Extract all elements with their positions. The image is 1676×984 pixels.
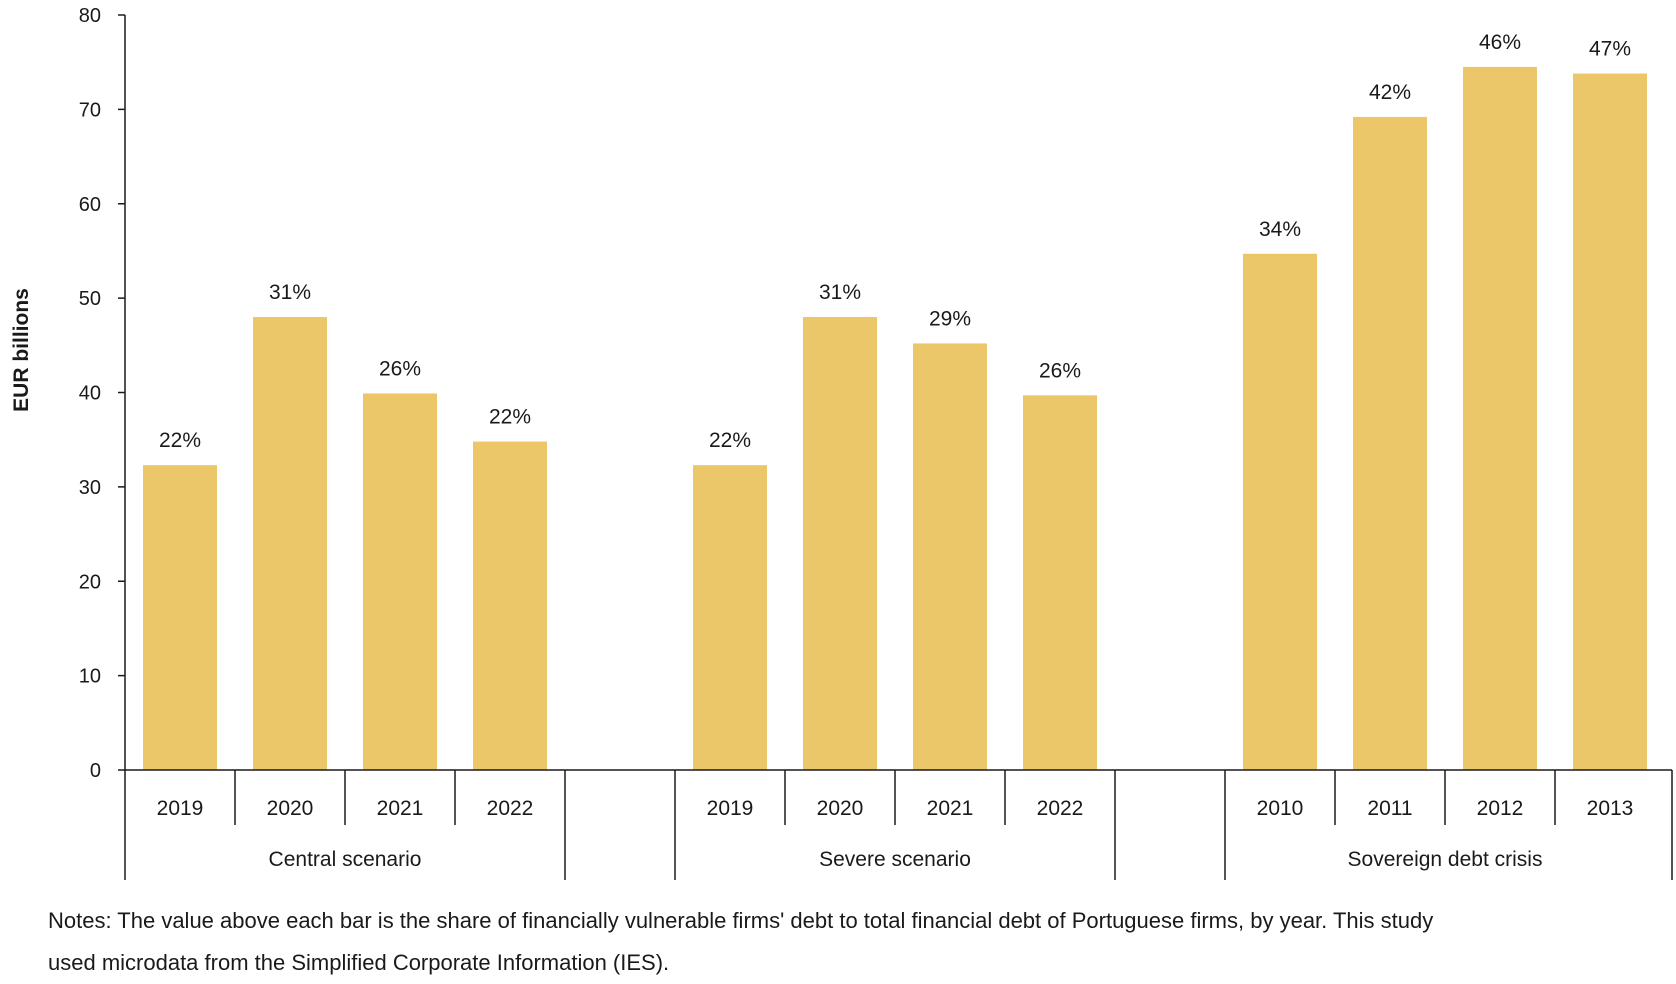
x-category-label: 2020 <box>817 797 864 820</box>
bar-data-label: 22% <box>159 429 201 452</box>
x-category-label: 2022 <box>487 797 534 820</box>
bar <box>253 317 327 770</box>
bar-data-label: 26% <box>1039 359 1081 382</box>
bar <box>913 343 987 770</box>
bar-data-label: 42% <box>1369 81 1411 104</box>
x-group-label: Central scenario <box>269 848 422 871</box>
bar-data-label: 47% <box>1589 38 1631 61</box>
y-tick-label: 30 <box>79 477 101 499</box>
bar <box>473 441 547 770</box>
bar-data-label: 46% <box>1479 31 1521 54</box>
y-tick-label: 0 <box>90 760 101 782</box>
x-category-label: 2020 <box>267 797 314 820</box>
x-category-label: 2012 <box>1477 797 1524 820</box>
bar-data-label: 29% <box>929 307 971 330</box>
bar-data-label: 22% <box>489 406 531 429</box>
x-category-label: 2021 <box>927 797 974 820</box>
bar <box>803 317 877 770</box>
bar <box>1243 253 1317 771</box>
x-category-label: 2013 <box>1587 797 1634 820</box>
x-category-label: 2019 <box>707 797 754 820</box>
x-category-label: 2010 <box>1257 797 1304 820</box>
x-category-label: 2011 <box>1367 797 1412 820</box>
y-tick-label: 80 <box>79 5 101 27</box>
bar-data-label: 22% <box>709 429 751 452</box>
notes-line-2: used microdata from the Simplified Corpo… <box>48 950 670 975</box>
bar <box>693 465 767 770</box>
bar-data-label: 31% <box>269 281 311 304</box>
y-tick-label: 60 <box>79 194 101 216</box>
bar-data-label: 34% <box>1259 218 1301 241</box>
y-tick-label: 10 <box>79 666 101 688</box>
x-axis: 2019 2020 2021 2022 Central scenario 2019 2020… <box>124 769 1673 880</box>
notes-line-1: Notes: The value above each bar is the s… <box>48 908 1434 933</box>
bar <box>1463 66 1537 770</box>
y-tick-label: 50 <box>79 288 101 310</box>
bar <box>143 465 217 770</box>
x-category-label: 2022 <box>1037 797 1084 820</box>
y-axis: 0 10 20 30 40 50 60 70 80 <box>79 5 126 782</box>
bar <box>1573 73 1647 770</box>
y-axis-label: EUR billions <box>10 288 33 412</box>
x-group-label: Severe scenario <box>819 848 971 871</box>
bar <box>1023 395 1097 770</box>
y-tick-label: 70 <box>79 99 101 121</box>
bar-data-label: 31% <box>819 281 861 304</box>
chart-notes: Notes: The value above each bar is the s… <box>48 900 1648 984</box>
bars: 22% 31% 26% 22% 22% 31% 29% 26% 34% 42% 46% 47% <box>143 31 1647 771</box>
bar <box>363 393 437 770</box>
x-category-label: 2019 <box>157 797 204 820</box>
bar-data-label: 26% <box>379 357 421 380</box>
x-group-label: Sovereign debt crisis <box>1348 848 1543 871</box>
y-tick-label: 40 <box>79 383 101 405</box>
bar <box>1353 116 1427 771</box>
x-category-label: 2021 <box>377 797 424 820</box>
y-tick-label: 20 <box>79 571 101 593</box>
